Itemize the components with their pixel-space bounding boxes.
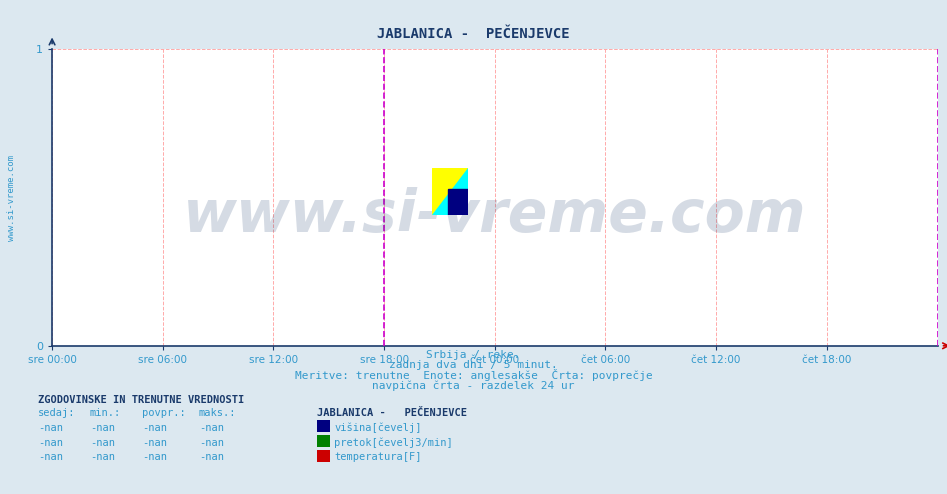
Text: -nan: -nan (90, 438, 115, 448)
Text: -nan: -nan (90, 453, 115, 462)
Text: JABLANICA -  PEČENJEVCE: JABLANICA - PEČENJEVCE (377, 27, 570, 41)
Text: Srbija / reke.: Srbija / reke. (426, 350, 521, 360)
Text: -nan: -nan (142, 438, 167, 448)
Polygon shape (432, 168, 468, 215)
Text: maks.:: maks.: (199, 408, 237, 418)
Text: -nan: -nan (142, 423, 167, 433)
Text: -nan: -nan (90, 423, 115, 433)
Text: Meritve: trenutne  Enote: anglesakše  Črta: povprečje: Meritve: trenutne Enote: anglesakše Črta… (295, 369, 652, 381)
Polygon shape (432, 168, 468, 215)
Text: povpr.:: povpr.: (142, 408, 186, 418)
Text: -nan: -nan (38, 453, 63, 462)
Text: -nan: -nan (199, 438, 223, 448)
Text: -nan: -nan (142, 453, 167, 462)
Text: sedaj:: sedaj: (38, 408, 76, 418)
Text: -nan: -nan (38, 423, 63, 433)
Polygon shape (448, 189, 468, 215)
Text: -nan: -nan (38, 438, 63, 448)
Text: -nan: -nan (199, 423, 223, 433)
Text: zadnja dva dni / 5 minut.: zadnja dva dni / 5 minut. (389, 360, 558, 370)
Text: navpična črta - razdelek 24 ur: navpična črta - razdelek 24 ur (372, 381, 575, 391)
Text: www.si-vreme.com: www.si-vreme.com (7, 155, 16, 241)
Text: pretok[čevelj3/min]: pretok[čevelj3/min] (334, 437, 453, 448)
Text: ZGODOVINSKE IN TRENUTNE VREDNOSTI: ZGODOVINSKE IN TRENUTNE VREDNOSTI (38, 395, 244, 405)
Text: temperatura[F]: temperatura[F] (334, 453, 421, 462)
Text: JABLANICA -   PEČENJEVCE: JABLANICA - PEČENJEVCE (317, 408, 467, 418)
Text: višina[čevelj]: višina[čevelj] (334, 422, 421, 433)
Text: min.:: min.: (90, 408, 121, 418)
Text: www.si-vreme.com: www.si-vreme.com (183, 187, 807, 244)
Text: -nan: -nan (199, 453, 223, 462)
